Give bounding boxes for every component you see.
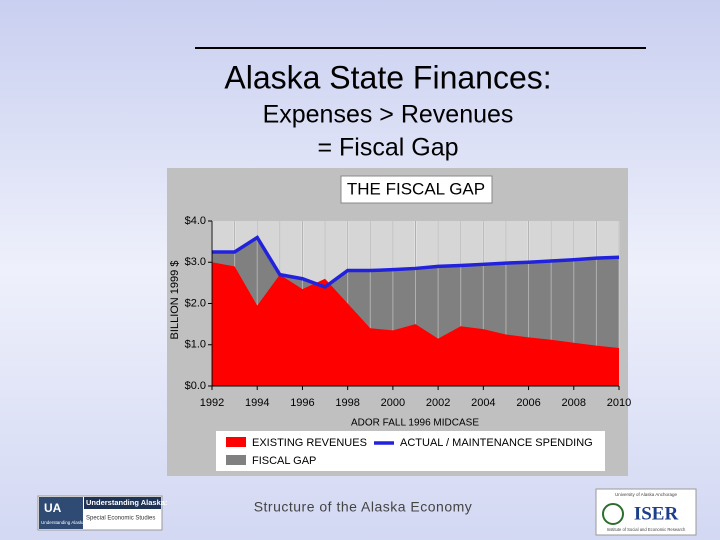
y-tick-label: $2.0 — [185, 297, 206, 309]
logo-subtitle: Special Economic Studies — [86, 516, 155, 522]
x-tick-label: 2000 — [381, 397, 405, 409]
logo-emblem — [602, 503, 624, 525]
right-logo: University of Alaska Anchorage ISER Inst… — [595, 488, 697, 536]
logo-block — [39, 497, 83, 529]
x-tick-label: 1994 — [245, 397, 269, 409]
logo-small: Understanding Alaska — [41, 520, 85, 525]
legend-label: FISCAL GAP — [252, 455, 316, 467]
revenue-area — [212, 262, 619, 386]
x-tick-label: 1996 — [290, 397, 314, 409]
slide-subtitle: Expenses > Revenues — [263, 101, 514, 129]
logo-title: Understanding Alaska: — [86, 498, 167, 507]
logo-band — [84, 497, 161, 509]
y-tick-label: $3.0 — [185, 256, 206, 268]
left-logo: UA Understanding Alaska Understanding Al… — [37, 495, 167, 531]
x-tick-label: 1998 — [335, 397, 359, 409]
plot: $0.0 $1.0 $2.0 $3.0 $4.0 1992 1994 1996 1998 2000… — [185, 215, 632, 467]
chart-title: THE FISCAL GAP — [347, 179, 485, 198]
slide-title: Alaska State Finances: — [224, 59, 551, 95]
x-tick-label: 2010 — [607, 397, 631, 409]
logo-top: University of Alaska Anchorage — [615, 492, 678, 497]
spending-line — [212, 235, 620, 289]
x-tick-label: 2006 — [516, 397, 540, 409]
x-axis-label: ADOR FALL 1996 MIDCASE — [351, 418, 479, 429]
x-tick-label: 1992 — [200, 397, 224, 409]
x-tick-label: 2008 — [562, 397, 586, 409]
legend-label: ACTUAL / MAINTENANCE SPENDING — [400, 437, 593, 449]
y-tick-label: $1.0 — [185, 339, 206, 351]
legend-swatch — [226, 437, 246, 447]
y-tick-label: $0.0 — [185, 380, 206, 392]
y-axis-label: BILLION 1999 $ — [169, 261, 181, 340]
slide-subtitle: = Fiscal Gap — [317, 134, 458, 162]
legend-swatch — [226, 455, 246, 465]
logo-bottom: Institute of Social and Economic Researc… — [607, 527, 686, 532]
chart-title-box — [340, 175, 493, 204]
y-tick-label: $4.0 — [185, 215, 206, 227]
logo-name: ISER — [634, 503, 679, 524]
x-tick-label: 2002 — [426, 397, 450, 409]
legend-label: EXISTING REVENUES — [252, 437, 367, 449]
footer-caption: Structure of the Alaska Economy — [254, 499, 473, 515]
logo-mark: UA — [44, 501, 62, 515]
logo-frame — [595, 488, 697, 536]
x-tick-label: 2004 — [471, 397, 495, 409]
legend — [216, 431, 605, 471]
